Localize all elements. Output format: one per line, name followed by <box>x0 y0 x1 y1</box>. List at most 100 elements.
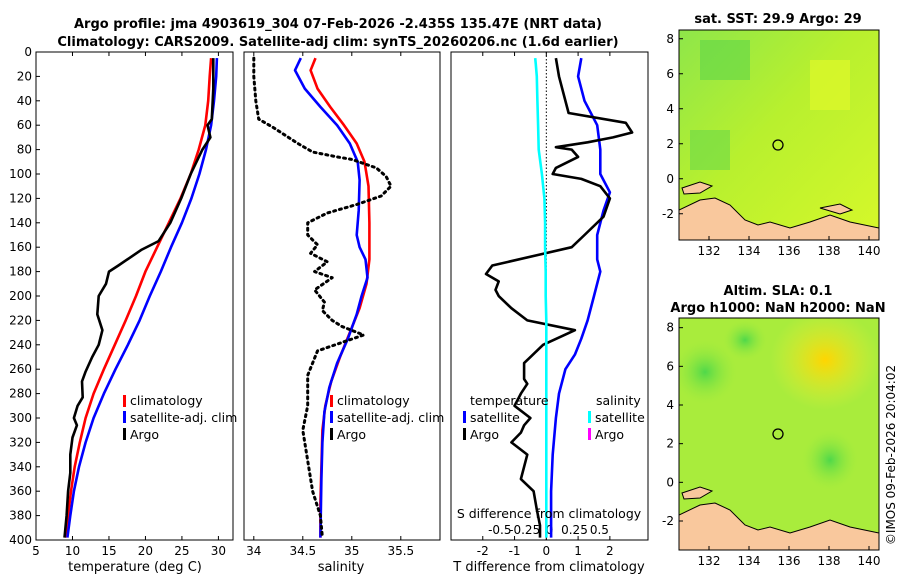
top-x-tick-label: -0.25 <box>509 523 540 537</box>
land-new-guinea <box>679 502 879 550</box>
y-tick-label: 280 <box>9 387 32 401</box>
legend-label-climatology: climatology <box>337 393 410 408</box>
x-tick-label: 25 <box>174 544 189 558</box>
map-x-tick-label: 134 <box>738 554 761 568</box>
legend-label-climatology: climatology <box>130 393 203 408</box>
y-tick-label: 300 <box>9 411 32 425</box>
series-line-t-argo <box>484 57 634 538</box>
y-tick-label: 180 <box>9 265 32 279</box>
x-tick-label: -1 <box>509 544 521 558</box>
series-line-satellite-adj-clim <box>66 58 219 538</box>
x-tick-label: 35.5 <box>387 544 414 558</box>
sst-map: sat. SST: 29.9 Argo: 29 132 134 136 138 140 -… <box>662 12 880 258</box>
y-tick-label: 0 <box>24 45 32 59</box>
land-island <box>681 486 714 500</box>
y-tick-label: 160 <box>9 240 32 254</box>
map-y-tick-label: 6 <box>666 67 674 81</box>
map-x-tick-label: 138 <box>818 554 841 568</box>
y-tick-label: 340 <box>9 460 32 474</box>
legend-label-satellite: satellite-adj. clim <box>130 410 237 425</box>
series-line-s-satellite <box>533 57 548 538</box>
copyright-stamp: ©IMOS 09-Feb-2026 20:04:02 <box>884 365 898 545</box>
map-x-tick-label: 138 <box>818 244 841 258</box>
map-x-tick-label: 134 <box>738 244 761 258</box>
land-island <box>681 181 714 195</box>
x-tick-label: 2 <box>606 544 614 558</box>
map-y-tick-label: 0 <box>666 475 674 489</box>
map-y-tick-label: -2 <box>662 207 674 221</box>
y-tick-label: 380 <box>9 509 32 523</box>
argo-position-marker <box>772 428 784 440</box>
temperature-diff-legend: temperature satellite Argo <box>463 393 549 442</box>
sla-map-subtitle: Argo h1000: NaN h2000: NaN <box>670 301 885 316</box>
y-tick-label: 200 <box>9 289 32 303</box>
land-new-guinea <box>679 197 879 240</box>
top-x-tick-label: 0.25 <box>561 523 588 537</box>
temperature-axes-frame <box>35 51 234 541</box>
sla-low-anomaly <box>802 430 858 490</box>
sst-warm-patch <box>810 60 850 110</box>
temperature-xlabel: temperature (deg C) <box>68 560 202 575</box>
salinity-diff-legend: salinity satellite Argo <box>588 393 645 442</box>
x-tick-label: 30 <box>211 544 226 558</box>
salinity-axes-frame <box>243 51 441 541</box>
legend-swatch-climatology <box>330 395 333 407</box>
map-y-tick-label: 0 <box>666 172 674 186</box>
x-tick-label: 35 <box>344 544 359 558</box>
map-x-tick-label: 140 <box>858 554 881 568</box>
legend-title-temperature: temperature <box>470 393 549 408</box>
x-tick-label: 10 <box>65 544 80 558</box>
series-line-argo <box>252 56 393 540</box>
map-y-tick-label: 6 <box>666 359 674 373</box>
legend-title-salinity: salinity <box>596 393 641 408</box>
legend-swatch-climatology <box>123 395 126 407</box>
sla-high-anomaly <box>770 318 879 410</box>
x-tick-label: 34 <box>246 544 261 558</box>
series-line-t-satellite <box>549 57 612 538</box>
x-tick-label: -2 <box>477 544 489 558</box>
y-tick-label: 360 <box>9 484 32 498</box>
legend-label-t-argo: Argo <box>470 427 499 442</box>
map-x-tick-label: 132 <box>698 554 721 568</box>
header-line-2: Climatology: CARS2009. Satellite-adj cli… <box>57 35 618 50</box>
salinity-legend: climatology satellite-adj. clim Argo <box>330 393 444 442</box>
legend-label-satellite: satellite-adj. clim <box>337 410 444 425</box>
legend-label-s-argo: Argo <box>595 427 624 442</box>
y-tick-label: 100 <box>9 167 32 181</box>
sst-map-title: sat. SST: 29.9 Argo: 29 <box>694 12 861 27</box>
sla-map-frame <box>678 317 880 551</box>
sst-map-frame <box>678 29 880 241</box>
map-y-tick-label: 2 <box>666 137 674 151</box>
legend-swatch-s-argo <box>588 428 591 440</box>
map-y-tick-label: 4 <box>666 398 674 412</box>
map-y-tick-label: 8 <box>666 321 674 335</box>
y-tick-label: 60 <box>17 118 32 132</box>
header-line-1: Argo profile: jma 4903619_304 07-Feb-202… <box>74 17 602 32</box>
salinity-panel: 34 34.5 35 35.5 salinity climatology satell… <box>243 51 444 575</box>
top-x-tick-label: 0 <box>546 523 554 537</box>
sla-low-anomaly <box>723 320 767 360</box>
y-tick-label: 80 <box>17 143 32 157</box>
temperature-legend: climatology satellite-adj. clim Argo <box>123 393 237 442</box>
difference-panel: -2 -1 0 1 2-0.5-0.25 0 0.25 0.5 T difference fr… <box>450 51 649 575</box>
sla-map: Altim. SLA: 0.1 Argo h1000: NaN h2000: N… <box>662 284 886 568</box>
legend-swatch-satellite <box>330 411 333 423</box>
x-tick-label: 20 <box>138 544 153 558</box>
map-y-tick-label: 2 <box>666 437 674 451</box>
map-y-tick-label: -2 <box>662 514 674 528</box>
map-y-tick-label: 4 <box>666 102 674 116</box>
legend-label-t-satellite: satellite <box>470 410 520 425</box>
legend-swatch-argo <box>330 428 333 440</box>
sst-warm-patch <box>700 40 750 80</box>
y-tick-label: 20 <box>17 69 32 83</box>
x-tick-label: 0 <box>543 544 551 558</box>
legend-swatch-s-satellite <box>588 411 591 423</box>
sla-map-title: Altim. SLA: 0.1 <box>724 284 833 299</box>
x-tick-label: 1 <box>574 544 582 558</box>
map-x-tick-label: 136 <box>778 554 801 568</box>
sla-low-anomaly <box>679 340 737 404</box>
y-tick-label: 140 <box>9 216 32 230</box>
y-tick-label: 320 <box>9 435 32 449</box>
x-tick-label: 34.5 <box>289 544 316 558</box>
y-tick-label: 240 <box>9 338 32 352</box>
